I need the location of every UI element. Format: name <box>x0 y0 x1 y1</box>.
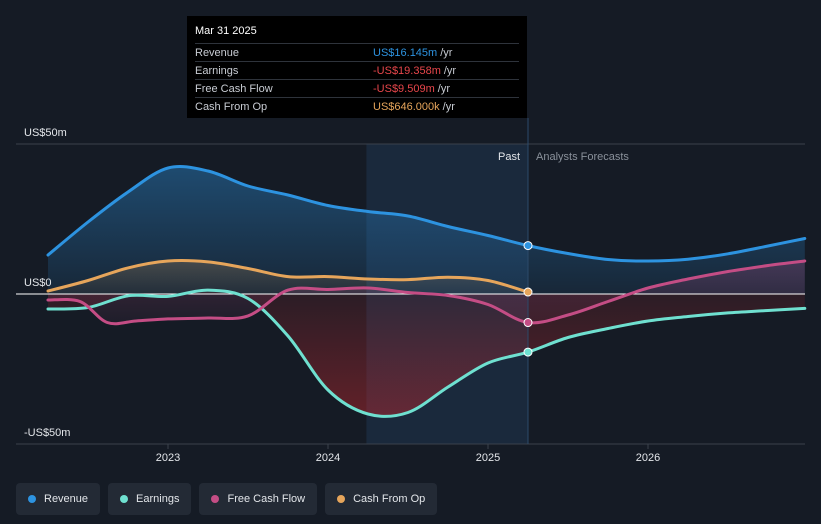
legend-label: Cash From Op <box>353 493 426 505</box>
earnings-dot-icon <box>120 495 129 503</box>
forecast-label: Analysts Forecasts <box>536 151 629 163</box>
cash-from-op-line <box>46 259 530 294</box>
legend-item-earnings[interactable]: Earnings <box>108 483 192 515</box>
revenue-line <box>46 165 807 263</box>
tooltip-label: Earnings <box>195 64 239 77</box>
legend-label: Free Cash Flow <box>227 493 306 505</box>
earnings-area <box>48 290 805 417</box>
earnings-line <box>46 288 807 418</box>
tooltip-row-free-cash-flow: Free Cash Flow -US$9.509m /yr <box>195 79 519 97</box>
free-cash-flow-dot-icon <box>211 495 220 503</box>
legend-label: Revenue <box>44 493 89 505</box>
tooltip-value: US$646.000k <box>373 100 440 113</box>
y-tick-label: US$0 <box>24 277 52 289</box>
tooltip-unit: /yr <box>443 64 457 77</box>
tooltip-row-revenue: Revenue US$16.145m /yr <box>195 43 519 61</box>
revenue-area <box>48 166 805 294</box>
x-tick-label: 2026 <box>636 452 660 464</box>
tooltip-value: -US$19.358m <box>373 64 441 77</box>
tooltip-row-cash-from-op: Cash From Op US$646.000k /yr <box>195 97 519 115</box>
legend-item-cash-from-op[interactable]: Cash From Op <box>325 483 438 515</box>
tooltip-unit: /yr <box>440 46 453 59</box>
y-tick-label: -US$50m <box>24 427 70 439</box>
tooltip-date: Mar 31 2025 <box>195 25 257 37</box>
x-tick-label: 2024 <box>316 452 340 464</box>
legend-item-revenue[interactable]: Revenue <box>16 483 101 515</box>
revenue-dot-icon <box>28 495 36 503</box>
free-cash-flow-point <box>523 318 533 328</box>
cash-from-op-dot-icon <box>337 495 346 503</box>
tooltip-value: US$16.145m <box>373 46 438 59</box>
tooltip-label: Cash From Op <box>195 100 268 113</box>
legend: Revenue Earnings Free Cash Flow Cash Fro… <box>16 483 438 515</box>
tooltip: Mar 31 2025 Revenue US$16.145m /yr Earni… <box>187 16 527 118</box>
past-label: Past <box>498 151 520 163</box>
tooltip-row-earnings: Earnings -US$19.358m /yr <box>195 61 519 79</box>
free-cash-flow-area <box>48 261 805 324</box>
legend-label: Earnings <box>136 493 180 505</box>
y-tick-label: US$50m <box>24 127 67 139</box>
revenue-point <box>523 241 533 251</box>
legend-item-free-cash-flow[interactable]: Free Cash Flow <box>199 483 318 515</box>
tooltip-label: Free Cash Flow <box>195 82 273 95</box>
tooltip-value: -US$9.509m <box>373 82 435 95</box>
tooltip-label: Revenue <box>195 46 240 59</box>
x-tick-label: 2025 <box>476 452 500 464</box>
x-tick-label: 2023 <box>156 452 180 464</box>
tooltip-unit: /yr <box>442 100 455 113</box>
tooltip-unit: /yr <box>437 82 450 95</box>
free-cash-flow-line <box>46 259 807 326</box>
cash-from-op-point <box>523 287 533 297</box>
earnings-point <box>523 347 533 357</box>
